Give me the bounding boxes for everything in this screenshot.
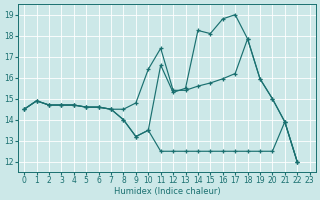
X-axis label: Humidex (Indice chaleur): Humidex (Indice chaleur) [114,187,220,196]
